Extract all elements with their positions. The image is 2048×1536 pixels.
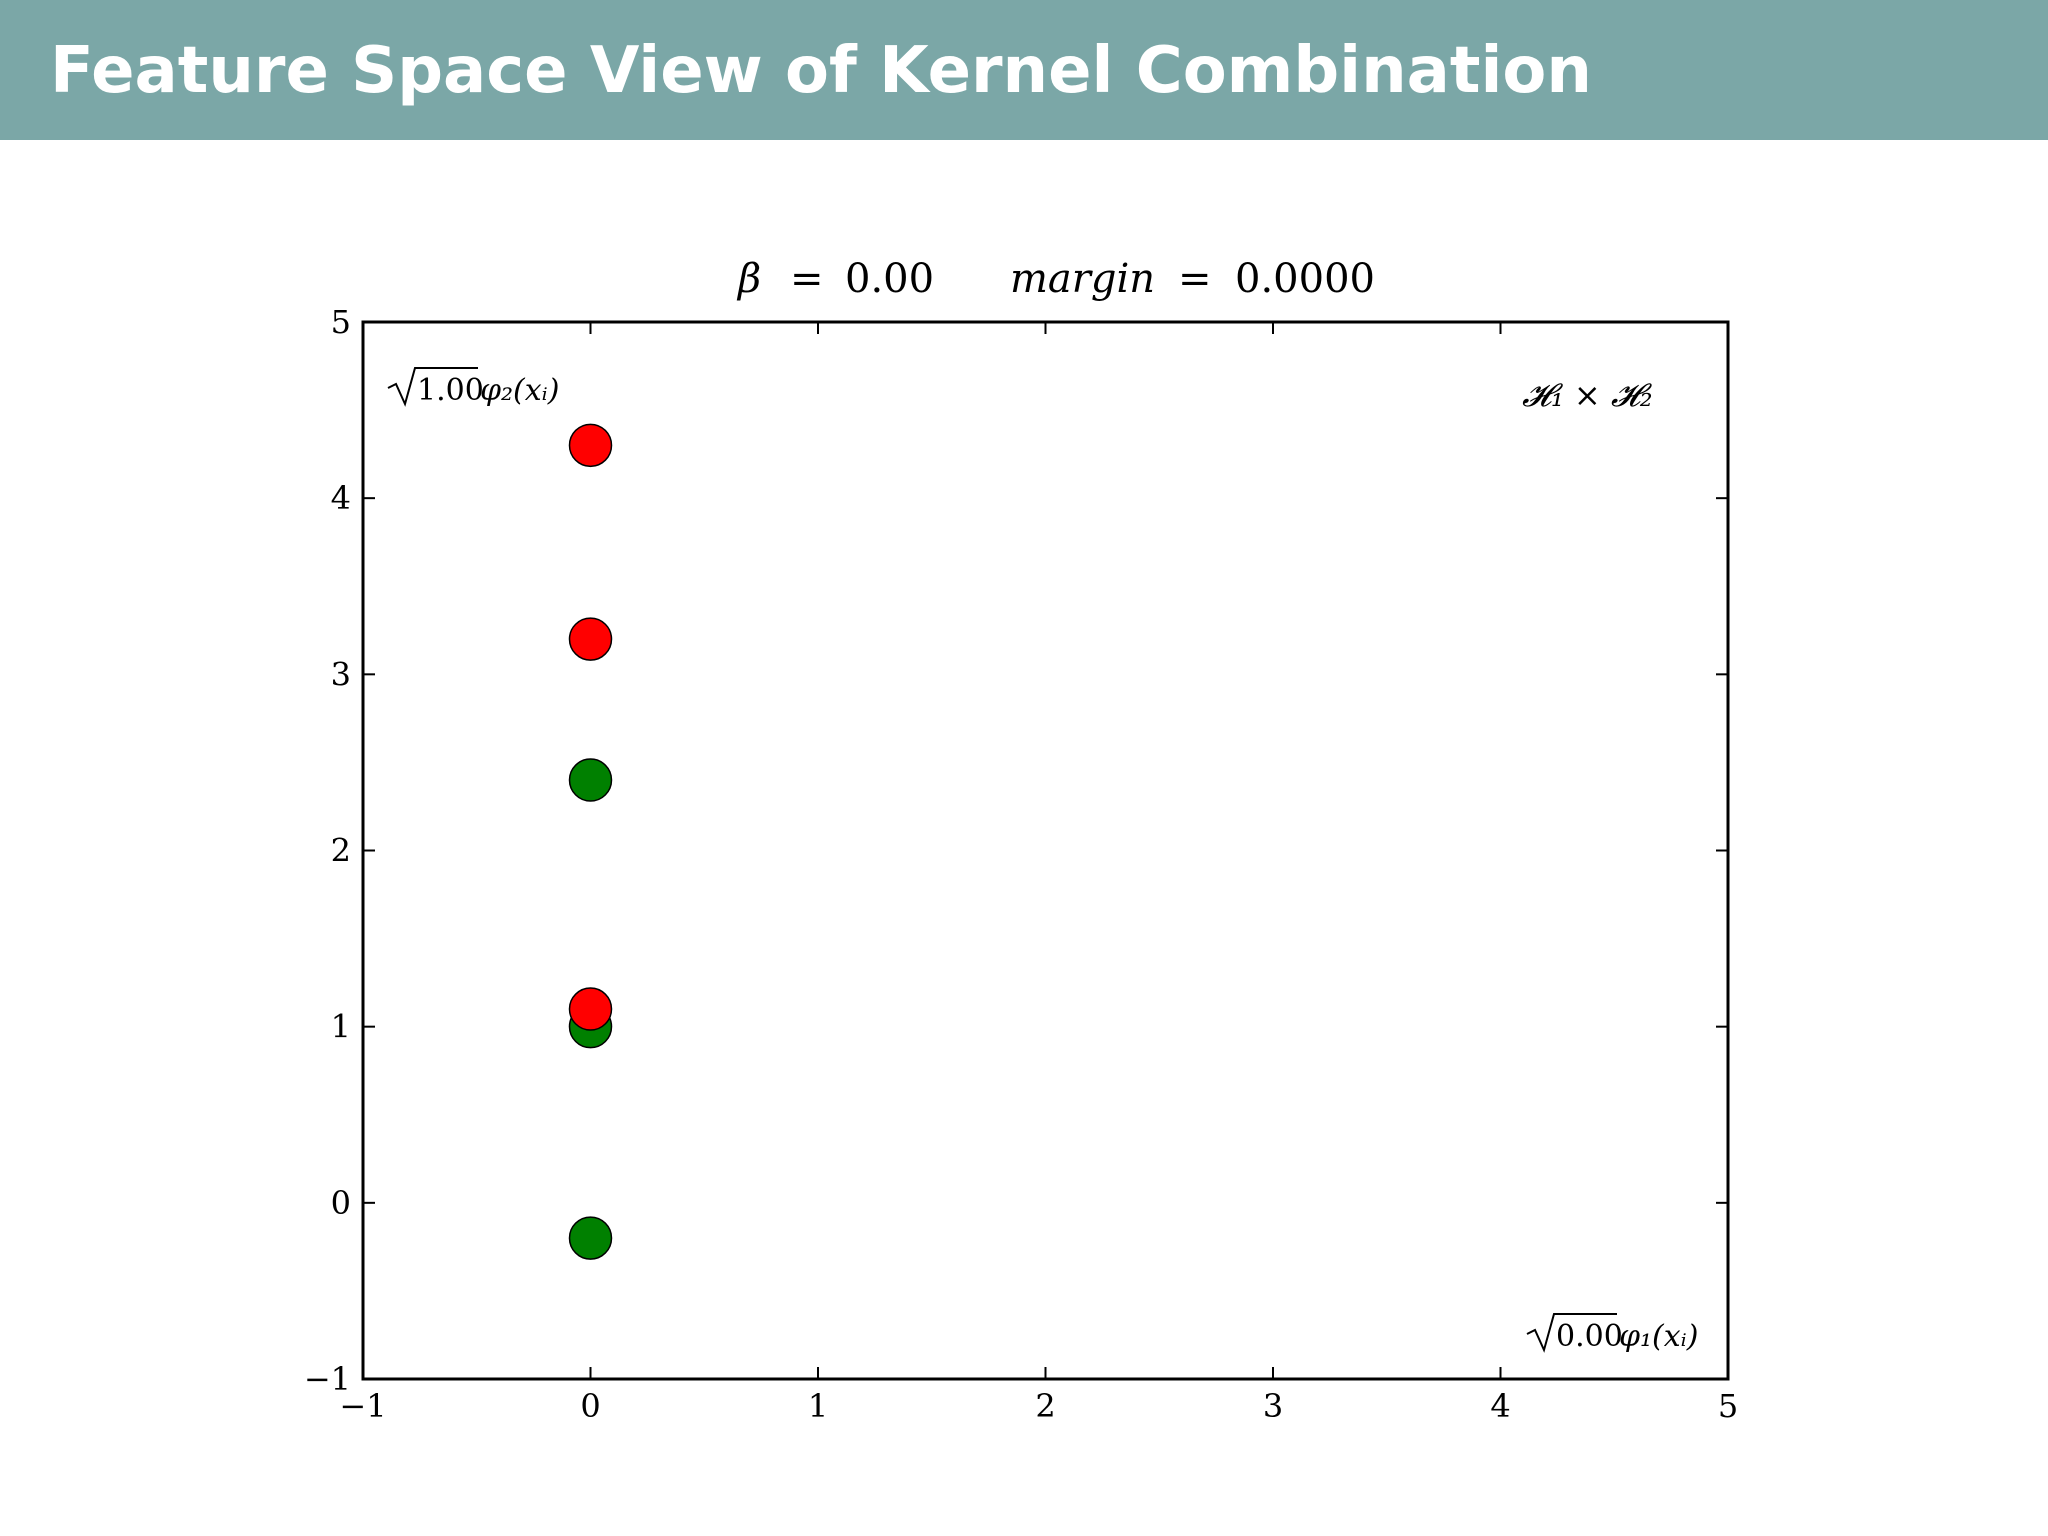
x-tick-label: 5 bbox=[1718, 1387, 1738, 1425]
y-tick-labels: −1 0 1 2 3 4 5 bbox=[304, 303, 351, 1398]
beta-value: 0.00 bbox=[845, 256, 934, 302]
slide-title: Feature Space View of Kernel Combination bbox=[50, 34, 1592, 108]
y-tick-label: −1 bbox=[304, 1360, 351, 1398]
y-tick-label: 1 bbox=[331, 1008, 351, 1046]
margin-label: margin bbox=[1010, 256, 1155, 302]
slide-title-bar: Feature Space View of Kernel Combination bbox=[0, 0, 2048, 140]
y-tick-label: 0 bbox=[331, 1184, 351, 1222]
x-tick-label: 3 bbox=[1263, 1387, 1283, 1425]
sqrt-sign-icon bbox=[1526, 1313, 1617, 1353]
x-tick-label: 2 bbox=[1035, 1387, 1055, 1425]
y-tick-label: 2 bbox=[331, 832, 351, 870]
data-point bbox=[568, 987, 613, 1031]
beta-symbol: β bbox=[736, 256, 761, 302]
y-feature-func: φ₂(xᵢ) bbox=[480, 373, 559, 408]
beta-equals: = bbox=[790, 256, 824, 302]
sqrt-sign-icon bbox=[387, 367, 478, 407]
x-feature-coef: 0.00 bbox=[1556, 1319, 1623, 1354]
x-tick-labels: −1 0 1 2 3 4 5 bbox=[339, 1387, 1738, 1425]
y-tick-label: 5 bbox=[331, 303, 351, 341]
y-tick-label: 3 bbox=[331, 655, 351, 693]
data-point bbox=[568, 617, 613, 661]
x-tick-label: 1 bbox=[808, 1387, 828, 1425]
x-feature-func: φ₁(xᵢ) bbox=[1619, 1319, 1698, 1354]
space-label: 𝓗₁ × 𝓗₂ bbox=[1522, 376, 1653, 414]
plot-frame bbox=[361, 320, 1730, 1381]
x-tick-label: −1 bbox=[339, 1387, 386, 1425]
margin-equals: = bbox=[1178, 256, 1212, 302]
data-point bbox=[568, 423, 613, 468]
x-tick-label: 4 bbox=[1490, 1387, 1510, 1425]
x-tick-label: 0 bbox=[580, 1387, 600, 1425]
y-tick-label: 4 bbox=[331, 479, 351, 517]
y-feature-coef: 1.00 bbox=[417, 373, 484, 408]
data-points bbox=[568, 423, 613, 1260]
data-point bbox=[568, 1216, 613, 1260]
y-feature-annotation: 1.00 φ₂(xᵢ) bbox=[387, 367, 559, 408]
data-point bbox=[568, 758, 613, 802]
chart-title: β = 0.00 margin = 0.0000 bbox=[736, 256, 1375, 302]
margin-value: 0.0000 bbox=[1235, 256, 1375, 302]
x-feature-annotation: 0.00 φ₁(xᵢ) bbox=[1526, 1313, 1698, 1354]
axis-ticks bbox=[362, 321, 1729, 1380]
